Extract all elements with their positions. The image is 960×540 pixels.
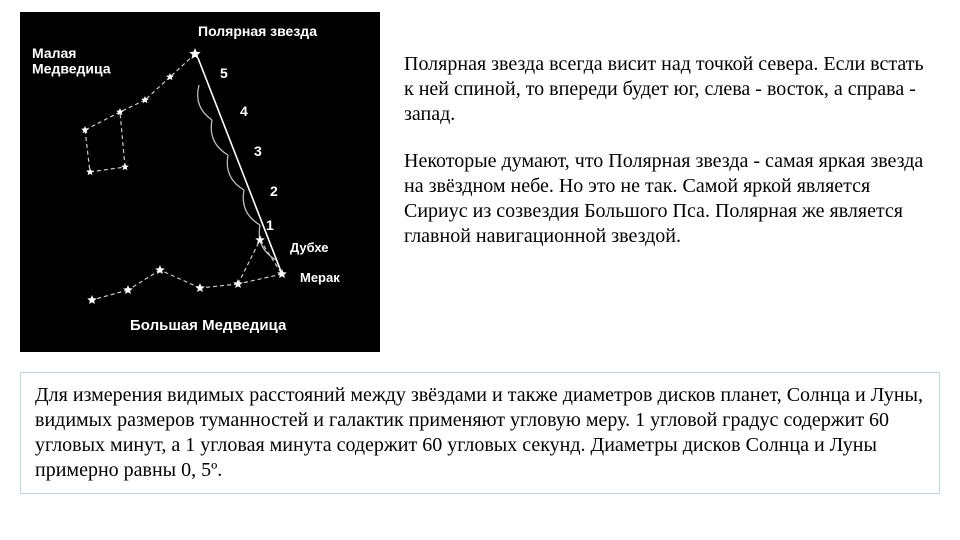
svg-text:5: 5 (220, 65, 228, 81)
svg-text:МалаяМедведица: МалаяМедведица (32, 45, 111, 76)
svg-text:Полярная звезда: Полярная звезда (198, 23, 317, 39)
constellation-svg: Полярная звезда МалаяМедведица Большая Мед… (20, 12, 380, 352)
svg-text:Мерак: Мерак (300, 270, 340, 285)
svg-text:3: 3 (254, 143, 262, 159)
bottom-text-box: Для измерения видимых расстояний между з… (20, 372, 940, 494)
body-text-right: Полярная звезда всегда висит над точкой … (404, 12, 940, 352)
svg-text:Дубхе: Дубхе (290, 240, 329, 255)
svg-text:2: 2 (270, 183, 278, 199)
paragraph-3: Для измерения видимых расстояний между з… (35, 383, 925, 483)
svg-text:Большая Медведица: Большая Медведица (130, 317, 287, 334)
constellation-diagram: Полярная звезда МалаяМедведица Большая Мед… (20, 12, 380, 352)
svg-text:4: 4 (240, 103, 248, 119)
paragraph-1: Полярная звезда всегда висит над точкой … (404, 52, 930, 127)
svg-text:1: 1 (266, 217, 274, 233)
paragraph-2: Некоторые думают, что Полярная звезда - … (404, 149, 930, 249)
